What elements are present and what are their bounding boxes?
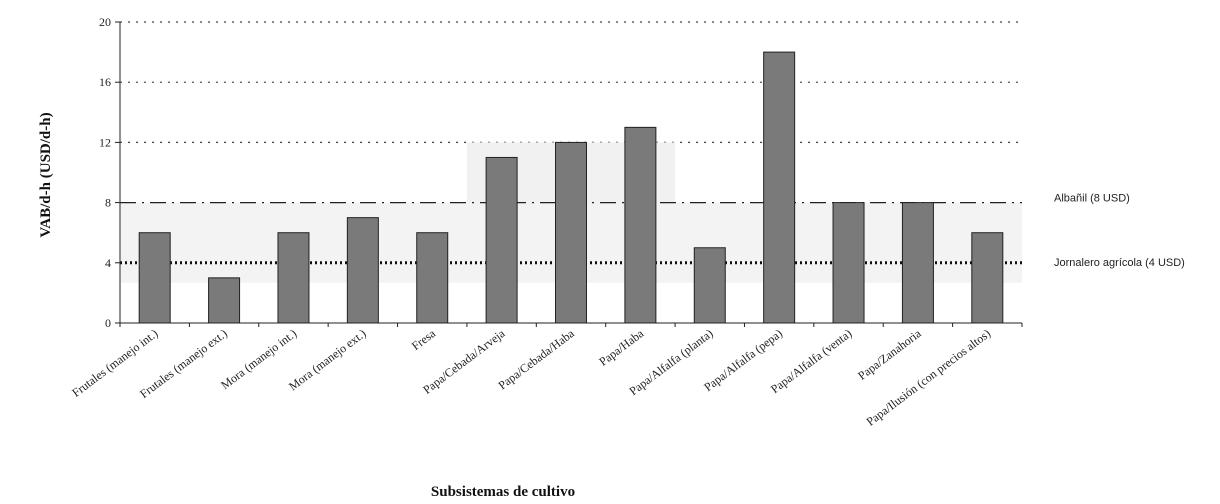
bar-7 (624, 126, 657, 324)
y-tick-label-5: 20 (99, 15, 111, 29)
bar-5 (485, 156, 518, 324)
reference-line-label-1: Jornalero agrícola (4 USD) (1054, 257, 1185, 269)
y-axis-label: VAB/d-h (USD/d-h) (38, 112, 54, 237)
y-tick-labels: 0 4 8 12 16 20 (99, 15, 111, 330)
axes (115, 21, 1023, 327)
bar-12 (971, 232, 1004, 324)
bars (138, 51, 1004, 324)
x-category-label-6: Papa/Cebada/Haba (495, 326, 577, 393)
x-category-labels: Frutales (manejo int.)Frutales (manejo e… (69, 326, 993, 429)
bar-9 (763, 51, 796, 324)
x-category-label-7: Papa/Haba (596, 326, 646, 369)
y-tick-label-3: 12 (99, 135, 111, 149)
x-category-label-4: Fresa (409, 326, 439, 353)
y-tick-label-4: 16 (99, 75, 111, 89)
bar-1 (208, 277, 241, 324)
bar-2 (277, 232, 310, 324)
x-category-label-12: Papa/Ilusión (con precios altos) (864, 326, 994, 428)
bar-11 (901, 202, 934, 324)
bar-6 (555, 141, 587, 324)
bar-4 (416, 232, 449, 324)
bar-0 (138, 232, 171, 324)
y-tick-label-1: 4 (105, 256, 111, 270)
reference-line-labels: Albañil (8 USD) Jornalero agrícola (4 USD… (1054, 193, 1185, 269)
y-tick-label-0: 0 (105, 316, 111, 330)
x-category-label-11: Papa/Zanahoria (855, 326, 924, 383)
bar-8 (693, 247, 726, 324)
y-tick-label-2: 8 (105, 196, 111, 210)
bar-10 (832, 202, 865, 324)
reference-line-label-0: Albañil (8 USD) (1054, 193, 1130, 205)
gridlines (120, 21, 1022, 143)
bar-3 (346, 217, 379, 324)
x-axis-label: Subsistemas de cultivo (431, 484, 575, 500)
